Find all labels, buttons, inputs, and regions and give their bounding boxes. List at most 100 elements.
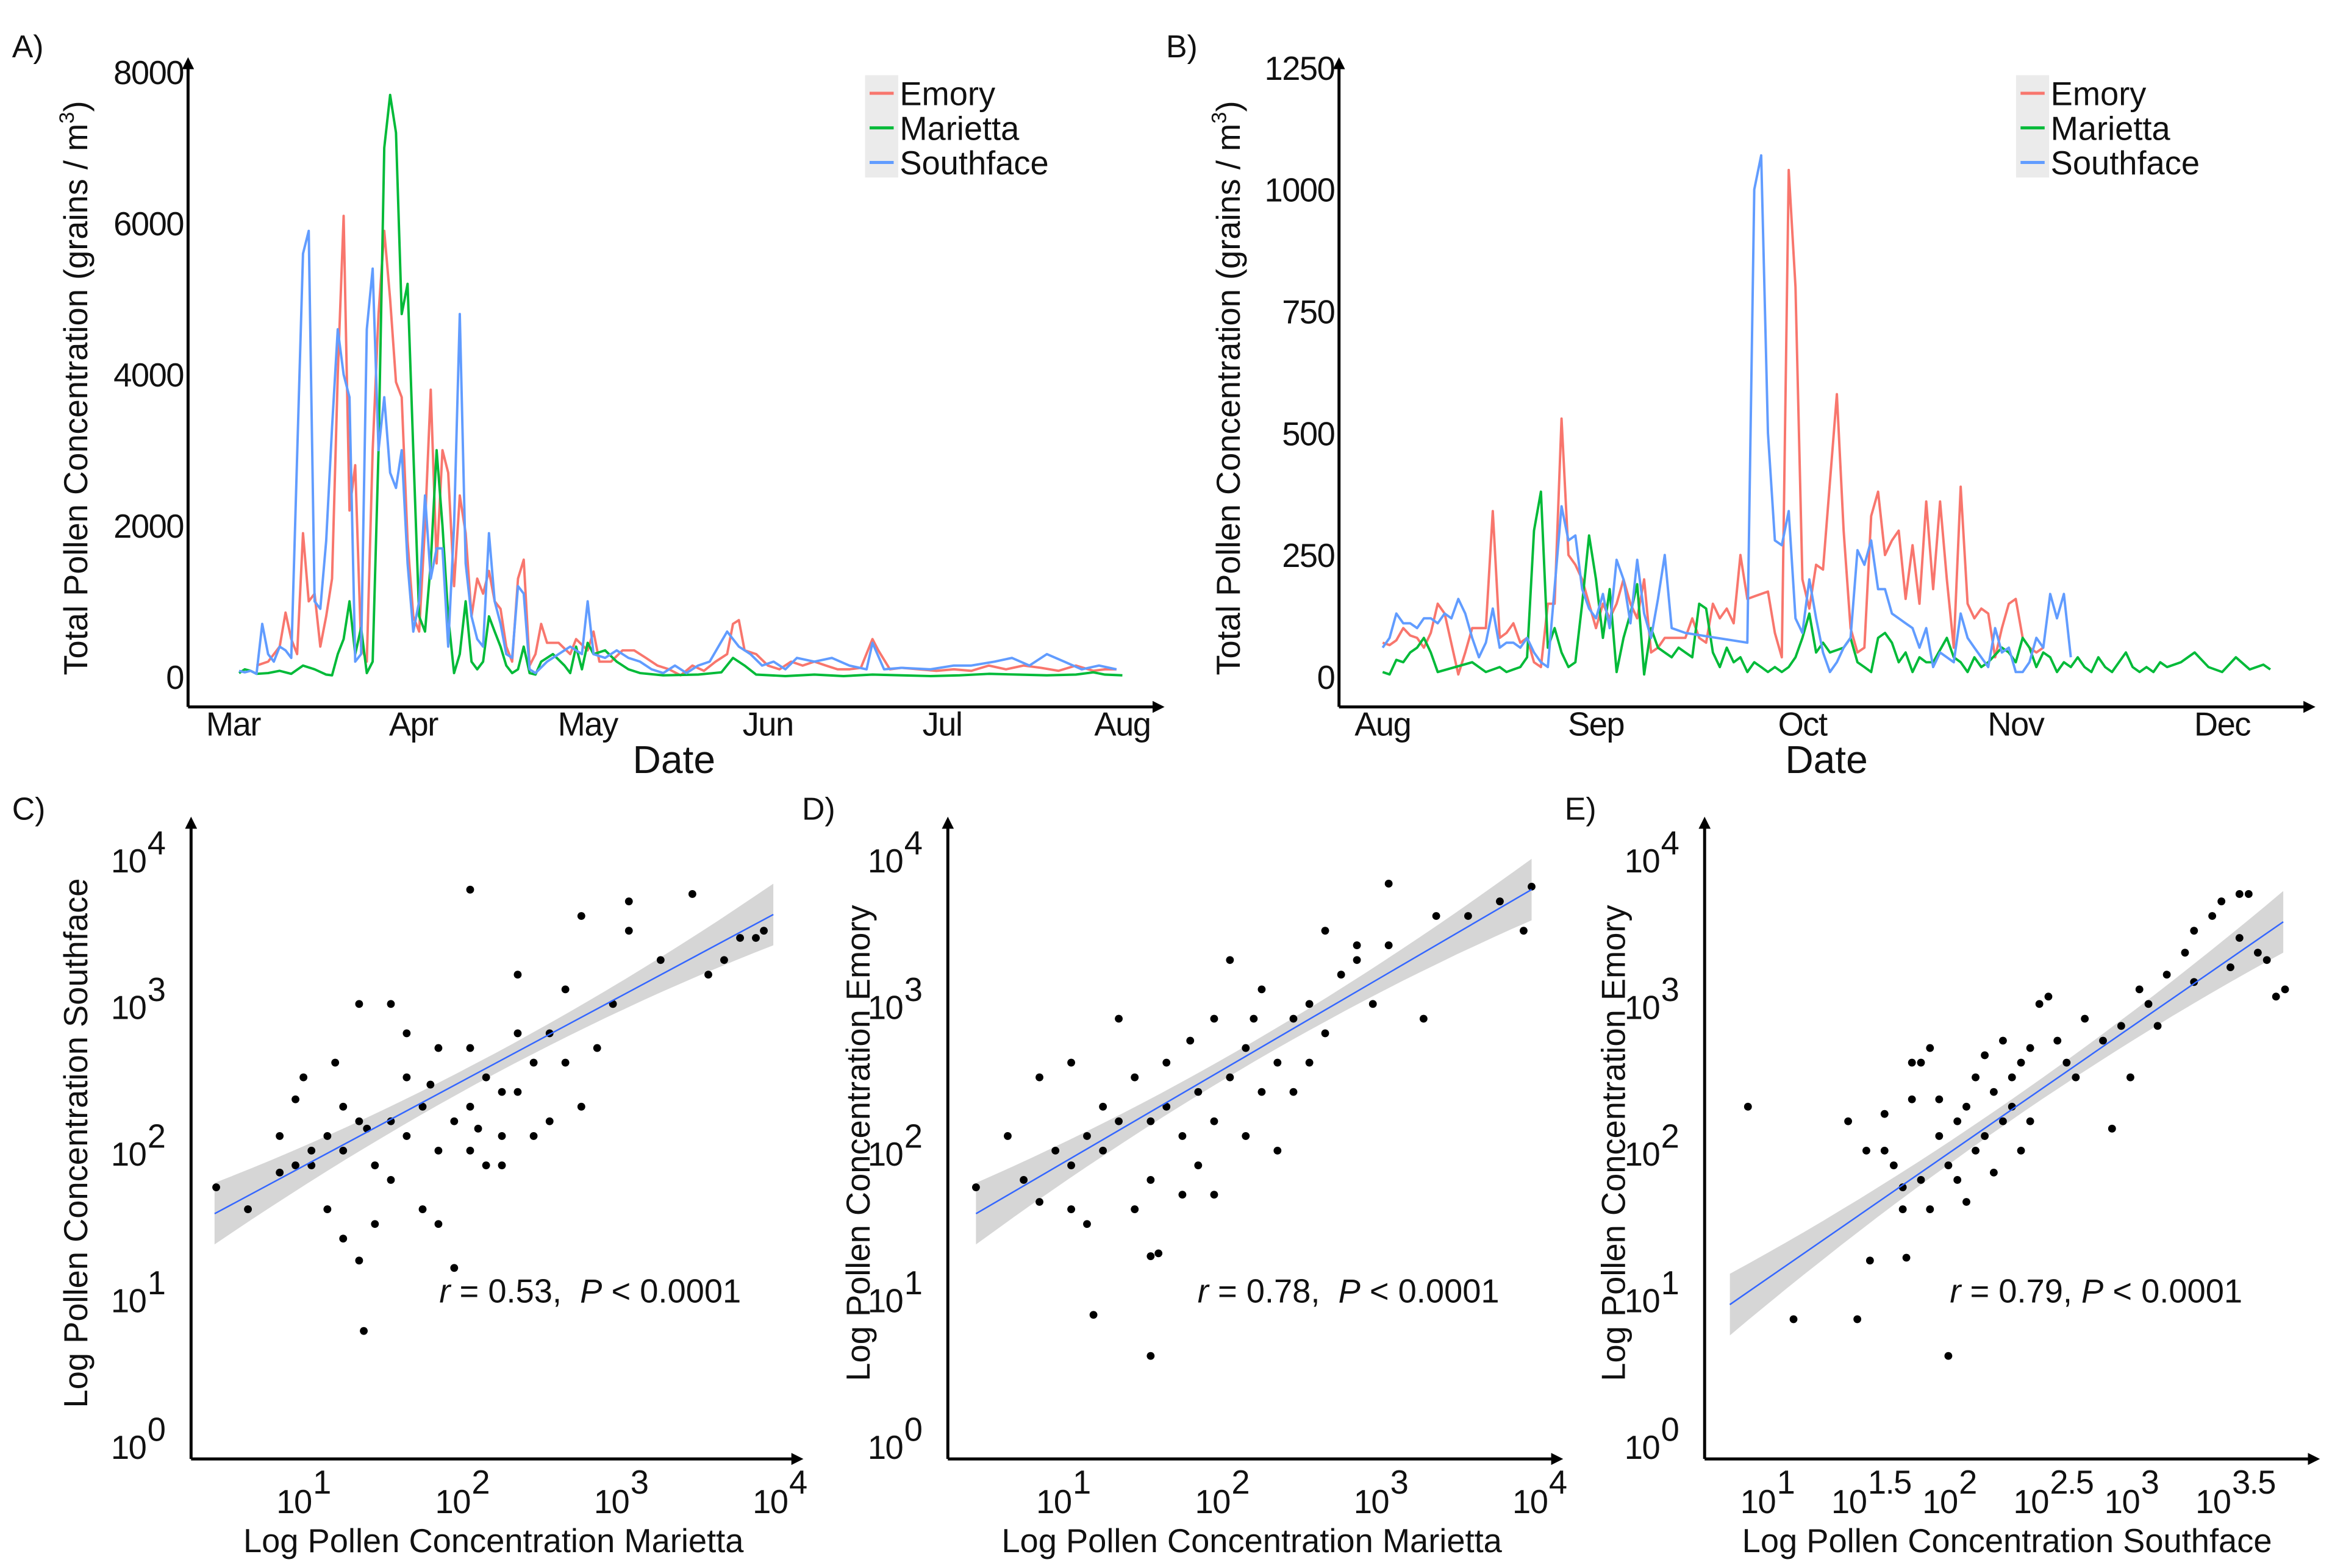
data-point xyxy=(1250,1014,1258,1023)
data-point xyxy=(355,1000,363,1008)
data-point xyxy=(212,1183,220,1191)
annotation-part: = 0.79, xyxy=(1961,1273,2081,1310)
data-point xyxy=(688,890,696,898)
tick-base: 10 xyxy=(111,843,146,880)
data-point xyxy=(387,1000,395,1008)
data-point xyxy=(1115,1014,1123,1023)
data-point xyxy=(577,912,585,920)
data-point xyxy=(1067,1161,1075,1169)
tick-base: 10 xyxy=(868,1283,903,1320)
data-point xyxy=(339,1235,348,1243)
data-point xyxy=(2072,1073,2080,1082)
data-point xyxy=(1384,941,1393,950)
regression-line xyxy=(214,913,774,1214)
data-point xyxy=(339,1102,348,1111)
panel-label-d: D) xyxy=(802,791,835,827)
data-point xyxy=(1226,956,1234,964)
y-tick-label: 1250 xyxy=(1265,50,1335,87)
data-point xyxy=(1305,1058,1314,1067)
data-point xyxy=(561,1058,570,1067)
y-tick-exponent: 3 xyxy=(148,971,165,1008)
data-point xyxy=(1178,1191,1187,1199)
data-point xyxy=(2017,1146,2025,1155)
data-point xyxy=(593,1044,601,1052)
data-point xyxy=(323,1205,332,1213)
data-point xyxy=(1067,1205,1075,1213)
data-point xyxy=(371,1220,379,1228)
x-tick-exponent: 3 xyxy=(2141,1464,2159,1501)
correlation-annotation: r = 0.79, P < 0.0001 xyxy=(1950,1273,2242,1310)
legend-label-emory: Emory xyxy=(900,76,996,113)
data-point xyxy=(1226,1073,1234,1082)
data-point xyxy=(545,1117,554,1125)
data-point xyxy=(1067,1058,1075,1067)
data-point xyxy=(1194,1088,1203,1096)
data-point xyxy=(1917,1058,1925,1067)
tick-base: 10 xyxy=(868,989,903,1026)
data-point xyxy=(2126,1073,2134,1082)
data-point xyxy=(2262,956,2271,964)
data-point xyxy=(2208,912,2217,920)
tick-base: 10 xyxy=(1625,989,1660,1026)
y-tick-label: 10 xyxy=(868,1283,903,1320)
data-point xyxy=(1926,1205,1934,1213)
data-point xyxy=(2008,1073,2016,1082)
data-point xyxy=(2026,1044,2034,1052)
data-point xyxy=(418,1205,427,1213)
annotation-part: < 0.0001 xyxy=(2103,1273,2242,1310)
data-point xyxy=(2235,890,2244,898)
y-tick-label: 8000 xyxy=(113,54,184,91)
annotation-part: r xyxy=(439,1273,451,1310)
y-axis-title-e: Log Pollen Concentration Emory xyxy=(1595,905,1632,1381)
data-point xyxy=(1146,1352,1155,1360)
x-tick-exponent: 2 xyxy=(1231,1464,1249,1501)
legend-label-marietta: Marietta xyxy=(900,110,1020,147)
data-point xyxy=(760,927,768,935)
data-point xyxy=(2162,971,2171,979)
x-tick-label: 10 xyxy=(594,1483,629,1520)
data-point xyxy=(1257,1088,1266,1096)
tick-base: 10 xyxy=(868,1136,903,1173)
data-point xyxy=(1981,1132,1989,1140)
data-point xyxy=(466,885,474,894)
data-point xyxy=(1935,1095,1944,1103)
data-point xyxy=(2081,1014,2089,1023)
data-point xyxy=(1926,1044,1934,1052)
data-point xyxy=(276,1132,284,1140)
data-point xyxy=(466,1146,474,1155)
data-point xyxy=(1902,1253,1911,1262)
x-axis-title-b: Date xyxy=(1785,738,1867,782)
y-tick-exponent: 0 xyxy=(1661,1411,1679,1449)
data-point xyxy=(720,956,728,964)
regression-line xyxy=(1729,921,2284,1305)
series-line-emory xyxy=(256,215,1117,677)
data-point xyxy=(371,1161,379,1169)
data-point xyxy=(1962,1102,1970,1111)
data-point xyxy=(2108,1124,2116,1133)
data-point xyxy=(2235,934,2244,942)
x-tick-exponent: 1 xyxy=(1777,1464,1795,1501)
y-tick-label: 10 xyxy=(111,989,146,1026)
data-point xyxy=(1844,1117,1852,1125)
tick-base: 10 xyxy=(111,1283,146,1320)
data-point xyxy=(1146,1252,1155,1260)
data-point xyxy=(1186,1036,1195,1045)
data-point xyxy=(1099,1146,1107,1155)
data-point xyxy=(1898,1205,1907,1213)
data-point xyxy=(1162,1102,1171,1111)
data-point xyxy=(1146,1117,1155,1125)
data-point xyxy=(418,1102,427,1111)
data-point xyxy=(1432,912,1440,920)
data-point xyxy=(1862,1146,1870,1155)
x-tick-exponent: 4 xyxy=(789,1464,807,1501)
data-point xyxy=(1962,1198,1970,1206)
data-point xyxy=(1953,1176,1962,1184)
data-point xyxy=(2053,1036,2062,1045)
x-tick-label: Jun xyxy=(743,705,793,743)
legend-label-marietta: Marietta xyxy=(2051,110,2171,147)
data-point xyxy=(1321,1029,1329,1038)
y-tick-label: 10 xyxy=(868,1429,903,1466)
